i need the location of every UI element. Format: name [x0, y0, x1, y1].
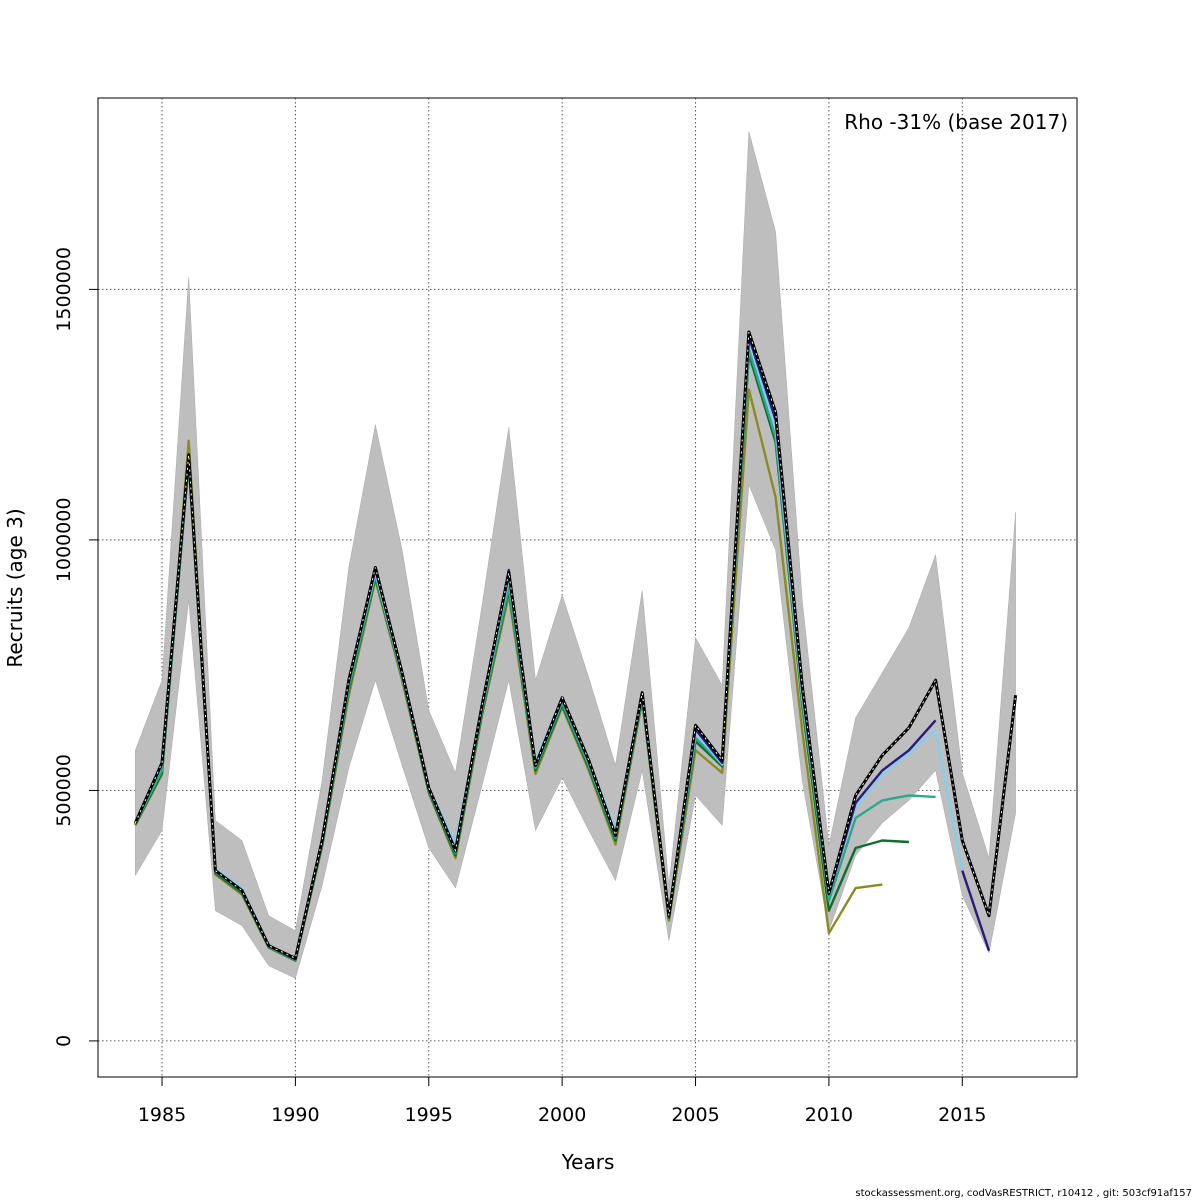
series-line-dash [134, 331, 1017, 960]
x-tick-label: 2000 [538, 1104, 586, 1126]
grid-lines [98, 98, 1077, 1077]
x-tick-label: 1995 [405, 1104, 453, 1126]
x-axis: 1985 1990 1995 2000 2005 2010 2015 [138, 1077, 986, 1126]
series-line [134, 335, 937, 961]
rho-annotation: Rho -31% (base 2017) [844, 110, 1068, 134]
x-tick-label: 2015 [938, 1104, 986, 1126]
x-tick-label: 2005 [671, 1104, 719, 1126]
series-line [134, 348, 936, 961]
y-axis: 0 500000 1000000 1500000 [53, 247, 98, 1047]
x-axis-title: Years [561, 1150, 615, 1174]
series-lines [133, 330, 1018, 962]
confidence-band [135, 131, 1016, 979]
y-tick-label: 1000000 [53, 498, 75, 583]
plot-frame [97, 97, 1078, 1078]
y-tick-label: 500000 [53, 754, 75, 827]
y-axis-title: Recruits (age 3) [3, 508, 27, 667]
x-tick-label: 1990 [271, 1104, 319, 1126]
y-tick-label: 1500000 [53, 247, 75, 332]
footer-credit: stockassessment.org, codVasRESTRICT, r10… [855, 1188, 1192, 1199]
confidence-band-area [135, 131, 1016, 979]
x-tick-label: 1985 [138, 1104, 186, 1126]
series-line [961, 870, 991, 952]
x-tick-label: 2010 [805, 1104, 853, 1126]
y-tick-label: 0 [53, 1035, 75, 1047]
